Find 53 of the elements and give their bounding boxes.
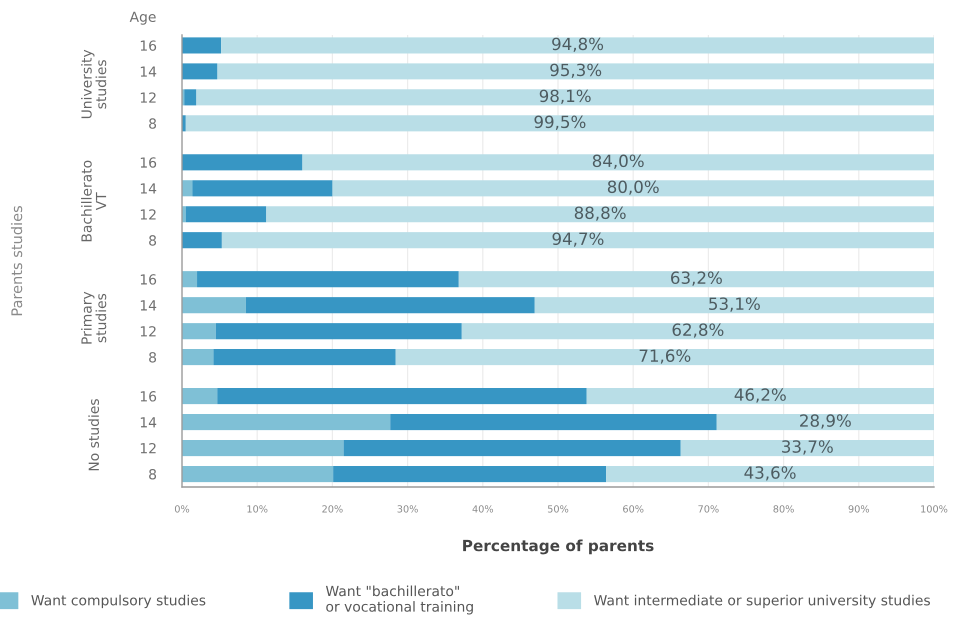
data-label: 46,2% xyxy=(734,388,786,403)
y-tick-label: 14 xyxy=(140,66,156,77)
y-tick-label: 8 xyxy=(149,118,156,129)
data-label: 53,1% xyxy=(709,297,760,312)
y-tick-label: 12 xyxy=(140,209,156,220)
y-tick-label: 16 xyxy=(140,40,156,51)
x-tick-label: 100% xyxy=(921,505,948,513)
text: Parents studies xyxy=(10,206,22,316)
data-label: 98,1% xyxy=(540,90,591,104)
data-label: 94,7% xyxy=(552,232,604,247)
y-tick-label: 16 xyxy=(140,157,156,168)
data-label: 62,8% xyxy=(672,323,724,338)
data-label: 99,5% xyxy=(534,116,586,130)
data-label: 84,0% xyxy=(592,154,644,169)
text: Primary studies xyxy=(81,292,106,344)
y-tick-label: 8 xyxy=(149,468,156,480)
data-label: 33,7% xyxy=(782,440,833,455)
x-tick-label: 40% xyxy=(472,505,494,513)
data-label: 88,8% xyxy=(574,206,626,221)
legend-label: Want compulsory studies xyxy=(31,594,206,608)
text: University studies xyxy=(81,50,106,118)
data-label: 63,2% xyxy=(671,271,722,286)
x-tick-label: 0% xyxy=(174,505,190,513)
data-label: 43,6% xyxy=(744,466,796,481)
y-tick-label: 12 xyxy=(140,326,156,336)
text: Age xyxy=(130,12,156,25)
x-tick-label: 90% xyxy=(848,505,870,513)
y-tick-label: 12 xyxy=(140,443,156,454)
text: No studies xyxy=(88,399,100,470)
x-tick-label: 30% xyxy=(398,505,418,513)
legend-label: Want intermediate or superior university studies xyxy=(594,594,930,608)
y-tick-label: 16 xyxy=(140,391,156,402)
y-tick-label: 16 xyxy=(140,274,156,285)
legend-label: Want "bachillerato" or vocational training xyxy=(326,586,473,614)
y-tick-label: 12 xyxy=(140,92,156,103)
data-label: 95,3% xyxy=(550,64,602,78)
y-tick-label: 14 xyxy=(140,300,156,310)
x-tick-label: 50% xyxy=(548,505,568,513)
text: Bachillerato VT xyxy=(81,160,106,242)
data-label: 71,6% xyxy=(640,349,690,364)
y-tick-label: 14 xyxy=(140,183,156,194)
x-tick-label: 70% xyxy=(698,505,719,513)
x-tick-label: 20% xyxy=(322,505,343,513)
x-tick-label: 60% xyxy=(623,505,644,513)
y-tick-label: 14 xyxy=(140,417,156,428)
data-label: 80,0% xyxy=(608,180,659,195)
data-label: 94,8% xyxy=(552,38,604,52)
x-axis-title: Percentage of parents xyxy=(463,539,654,554)
data-label: 28,9% xyxy=(800,414,851,429)
x-tick-label: 80% xyxy=(773,505,794,513)
y-tick-label: 8 xyxy=(149,352,156,363)
x-tick-label: 10% xyxy=(247,505,268,513)
y-tick-label: 8 xyxy=(149,235,156,246)
